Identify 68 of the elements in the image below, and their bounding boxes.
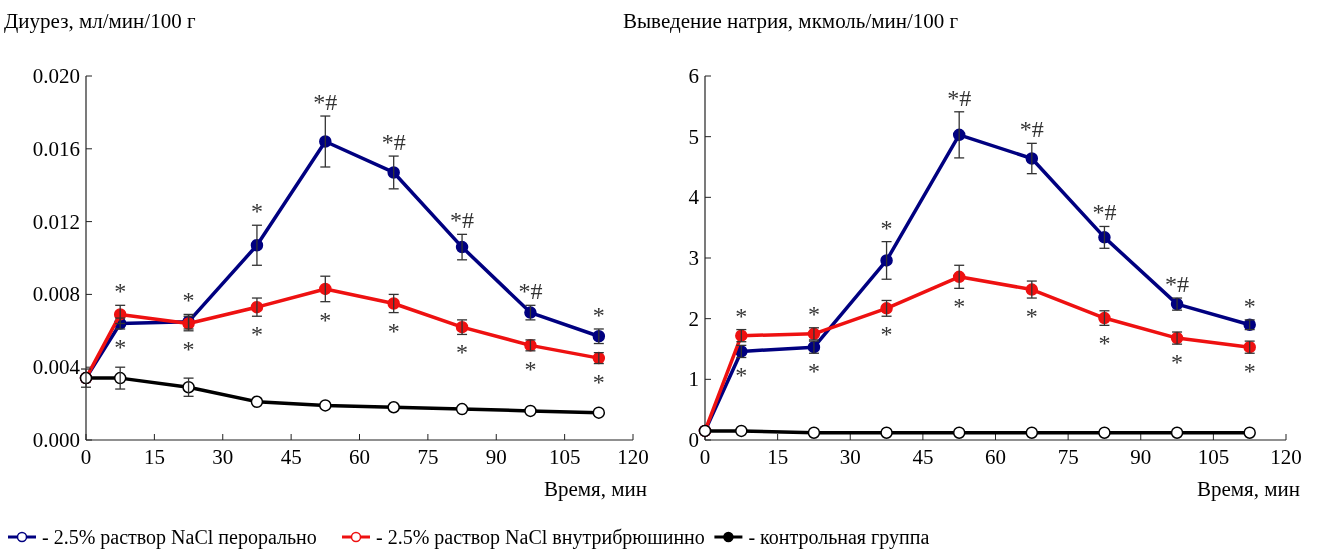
annotation: * [1243,358,1256,385]
x-tick-label: 120 [617,445,649,469]
x-tick-label: 60 [349,445,370,469]
annotation: * [953,293,966,320]
annotation: * [1243,292,1256,319]
y-tick-label: 0.008 [32,282,80,307]
annotation: * [592,368,605,395]
legend-label: - 2.5% раствор NaCl перорально [42,526,317,549]
annotation: * [1171,349,1184,376]
y-tick-label: 3 [688,246,699,270]
x-tick-label: 45 [280,445,302,469]
y-tick-label: 0.004 [32,355,81,380]
x-tick-label: 75 [417,445,439,469]
annotation: * [182,335,195,362]
y-tick-label: 4 [688,185,700,210]
x-tick-label: 90 [1130,445,1152,469]
annotation: *# [1019,116,1044,143]
chart-title: Диурез, мл/мин/100 г [4,9,196,33]
y-tick-label: 0 [688,428,699,452]
x-tick-label: 60 [985,445,1006,469]
legend-label: - контрольная группа [748,526,930,549]
y-tick-label: 5 [688,124,699,149]
y-tick-label: 0.012 [32,209,80,234]
annotation: * [807,358,820,385]
y-tick-label: 0.000 [32,428,80,452]
annotation: * [880,214,893,241]
x-axis-title: Время, мин [543,477,647,501]
x-axis-title: Время, мин [1196,477,1300,501]
annotation: * [735,302,748,329]
annotation: * [1098,330,1111,357]
annotation: *# [1092,199,1117,226]
annotation: * [250,198,263,225]
annotation: *# [518,278,543,305]
annotation: * [114,278,127,305]
chart-title: Выведение натрия, мкмоль/мин/100 г [623,9,959,33]
annotation: * [114,333,127,360]
annotation: * [524,355,537,382]
x-tick-label: 15 [767,445,789,469]
x-tick-label: 30 [839,445,861,469]
annotation: * [807,300,820,327]
annotation: * [387,317,400,344]
annotation: * [735,362,748,389]
y-tick-label: 1 [688,367,699,392]
y-tick-label: 2 [688,306,699,331]
x-tick-label: 75 [1057,445,1079,469]
x-tick-label: 90 [485,445,507,469]
y-tick-label: 6 [688,64,699,88]
annotation: * [319,306,332,333]
x-tick-label: 105 [1197,445,1230,469]
y-tick-label: 0.016 [32,136,80,161]
x-tick-label: 30 [212,445,234,469]
legend-label: - 2.5% раствор NaCl внутрибрюшинно [376,526,705,549]
annotation: *# [450,207,475,234]
y-tick-label: 0.020 [32,64,80,88]
annotation: * [1025,303,1038,330]
annotation: *# [947,84,972,111]
annotation: *# [1165,271,1190,298]
x-tick-label: 45 [912,445,934,469]
annotation: * [592,301,605,328]
x-tick-label: 120 [1270,445,1302,469]
annotation: * [250,321,263,348]
annotation: * [456,339,469,366]
x-tick-label: 105 [548,445,581,469]
annotation: *# [313,89,338,116]
x-tick-label: 15 [143,445,165,469]
annotation: * [880,321,893,348]
annotation: *# [381,129,406,156]
annotation: * [182,287,195,314]
